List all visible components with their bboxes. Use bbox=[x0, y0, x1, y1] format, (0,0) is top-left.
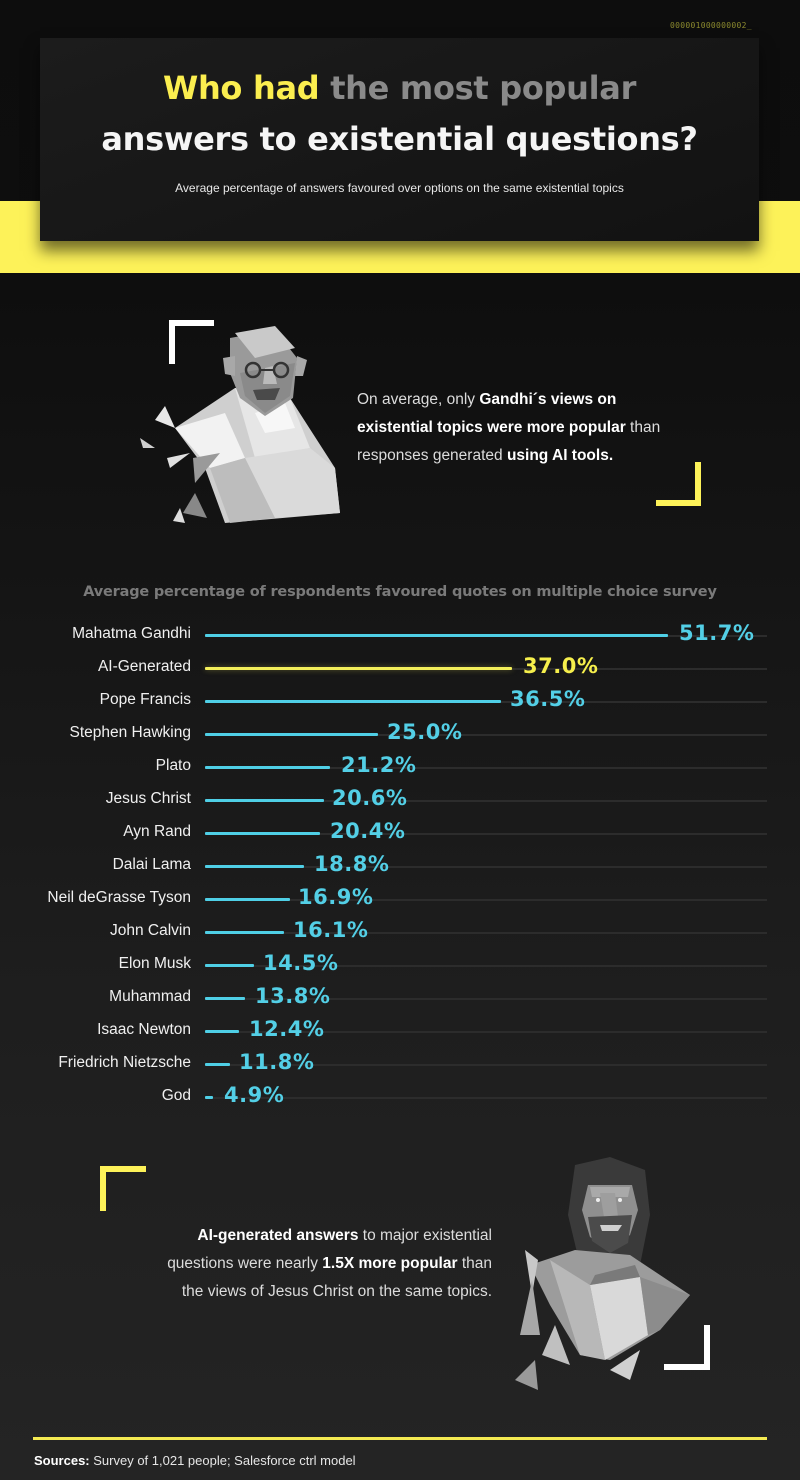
row-bar bbox=[205, 898, 290, 901]
row-value: 25.0% bbox=[387, 720, 463, 744]
row-bar bbox=[205, 1063, 230, 1066]
row-label: Pope Francis bbox=[99, 691, 191, 708]
row-label: Friedrich Nietzsche bbox=[58, 1054, 191, 1071]
row-label: God bbox=[161, 1087, 191, 1104]
chart-row-gandhi: Mahatma Gandhi 51.7% bbox=[0, 619, 800, 652]
row-bar bbox=[205, 766, 330, 769]
chart-row-isaac-newton: Isaac Newton 12.4% bbox=[0, 1015, 800, 1048]
sources-text: Sources: Survey of 1,021 people; Salesfo… bbox=[34, 1453, 356, 1468]
row-label: Neil deGrasse Tyson bbox=[47, 889, 191, 906]
row-label: Stephen Hawking bbox=[69, 724, 192, 741]
footer-divider bbox=[33, 1437, 767, 1440]
row-value: 4.9% bbox=[224, 1083, 285, 1107]
row-value: 16.9% bbox=[298, 885, 374, 909]
row-value: 11.8% bbox=[239, 1050, 315, 1074]
row-track bbox=[205, 833, 767, 835]
row-bar bbox=[205, 1096, 213, 1099]
row-track bbox=[205, 767, 767, 769]
row-track bbox=[205, 1031, 767, 1033]
chart-row-dalai-lama: Dalai Lama 18.8% bbox=[0, 850, 800, 883]
row-value: 21.2% bbox=[341, 753, 417, 777]
gandhi-callout-text: On average, only Gandhi´s views on exist… bbox=[357, 391, 661, 464]
row-value: 37.0% bbox=[523, 654, 599, 678]
row-value: 16.1% bbox=[293, 918, 369, 942]
chart-row-god: God 4.9% bbox=[0, 1081, 800, 1114]
gandhi-portrait-icon bbox=[140, 326, 340, 523]
row-value: 12.4% bbox=[249, 1017, 325, 1041]
chart-row-ayn-rand: Ayn Rand 20.4% bbox=[0, 817, 800, 850]
row-bar bbox=[205, 667, 512, 670]
chart-row-muhammad: Muhammad 13.8% bbox=[0, 982, 800, 1015]
page-subtitle: Average percentage of answers favoured o… bbox=[175, 181, 624, 195]
chart-row-friedrich-nietzsche: Friedrich Nietzsche 11.8% bbox=[0, 1048, 800, 1081]
jesus-callout-text: AI-generated answers to major existentia… bbox=[167, 1227, 492, 1300]
row-track bbox=[205, 866, 767, 868]
title-line-2: answers to existential questions? bbox=[101, 120, 698, 158]
row-track bbox=[205, 899, 767, 901]
row-track bbox=[205, 734, 767, 736]
corner-bracket-top-left-icon bbox=[100, 1166, 146, 1211]
row-value: 20.4% bbox=[330, 819, 406, 843]
row-value: 13.8% bbox=[255, 984, 331, 1008]
row-bar bbox=[205, 832, 320, 835]
row-track bbox=[205, 965, 767, 967]
row-value: 18.8% bbox=[314, 852, 390, 876]
chart-row-pope-francis: Pope Francis 36.5% bbox=[0, 685, 800, 718]
chart-row-neil-degrasse-tyson: Neil deGrasse Tyson 16.9% bbox=[0, 883, 800, 916]
row-bar bbox=[205, 997, 245, 1000]
row-label: John Calvin bbox=[110, 922, 191, 939]
chart-row-plato: Plato 21.2% bbox=[0, 751, 800, 784]
chart-row-stephen-hawking: Stephen Hawking 25.0% bbox=[0, 718, 800, 751]
row-label: Jesus Christ bbox=[105, 790, 191, 807]
chart-row-elon-musk: Elon Musk 14.5% bbox=[0, 949, 800, 982]
title-highlight: Who had bbox=[162, 69, 320, 107]
chart-row-jesus-christ: Jesus Christ 20.6% bbox=[0, 784, 800, 817]
code-counter-text: 000001000000002_ bbox=[670, 21, 752, 30]
row-track bbox=[205, 932, 767, 934]
row-bar bbox=[205, 700, 501, 703]
row-value: 20.6% bbox=[332, 786, 408, 810]
row-label: Elon Musk bbox=[118, 955, 191, 972]
row-track bbox=[205, 800, 767, 802]
chart-row-john-calvin: John Calvin 16.1% bbox=[0, 916, 800, 949]
row-bar bbox=[205, 799, 324, 802]
row-label: Isaac Newton bbox=[97, 1021, 191, 1038]
row-bar bbox=[205, 1030, 239, 1033]
row-value: 36.5% bbox=[510, 687, 586, 711]
row-bar bbox=[205, 634, 668, 637]
chart-title: Average percentage of respondents favour… bbox=[83, 584, 717, 600]
row-label: Mahatma Gandhi bbox=[72, 625, 191, 642]
row-bar bbox=[205, 733, 378, 736]
row-bar bbox=[205, 964, 254, 967]
row-label: AI-Generated bbox=[97, 658, 191, 675]
corner-bracket-top-left-icon bbox=[169, 320, 214, 364]
row-track bbox=[205, 998, 767, 1000]
row-bar bbox=[205, 865, 304, 868]
row-value: 51.7% bbox=[679, 621, 755, 645]
corner-bracket-bottom-right-icon bbox=[664, 1325, 710, 1370]
title-gray: the most popular bbox=[330, 69, 637, 107]
row-label: Dalai Lama bbox=[112, 856, 191, 873]
row-label: Ayn Rand bbox=[123, 823, 191, 840]
row-value: 14.5% bbox=[263, 951, 339, 975]
row-label: Plato bbox=[155, 757, 191, 774]
jesus-portrait-icon bbox=[515, 1157, 690, 1390]
row-label: Muhammad bbox=[109, 988, 191, 1005]
corner-bracket-bottom-right-icon bbox=[656, 462, 701, 506]
row-bar bbox=[205, 931, 284, 934]
header-card: Who had the most popular answers to exis… bbox=[40, 38, 759, 241]
row-track bbox=[205, 1064, 767, 1066]
chart-row-ai-generated: AI-Generated 37.0% bbox=[0, 652, 800, 685]
row-track bbox=[205, 1097, 767, 1099]
